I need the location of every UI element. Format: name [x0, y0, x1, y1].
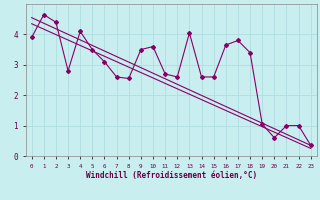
X-axis label: Windchill (Refroidissement éolien,°C): Windchill (Refroidissement éolien,°C) — [86, 171, 257, 180]
